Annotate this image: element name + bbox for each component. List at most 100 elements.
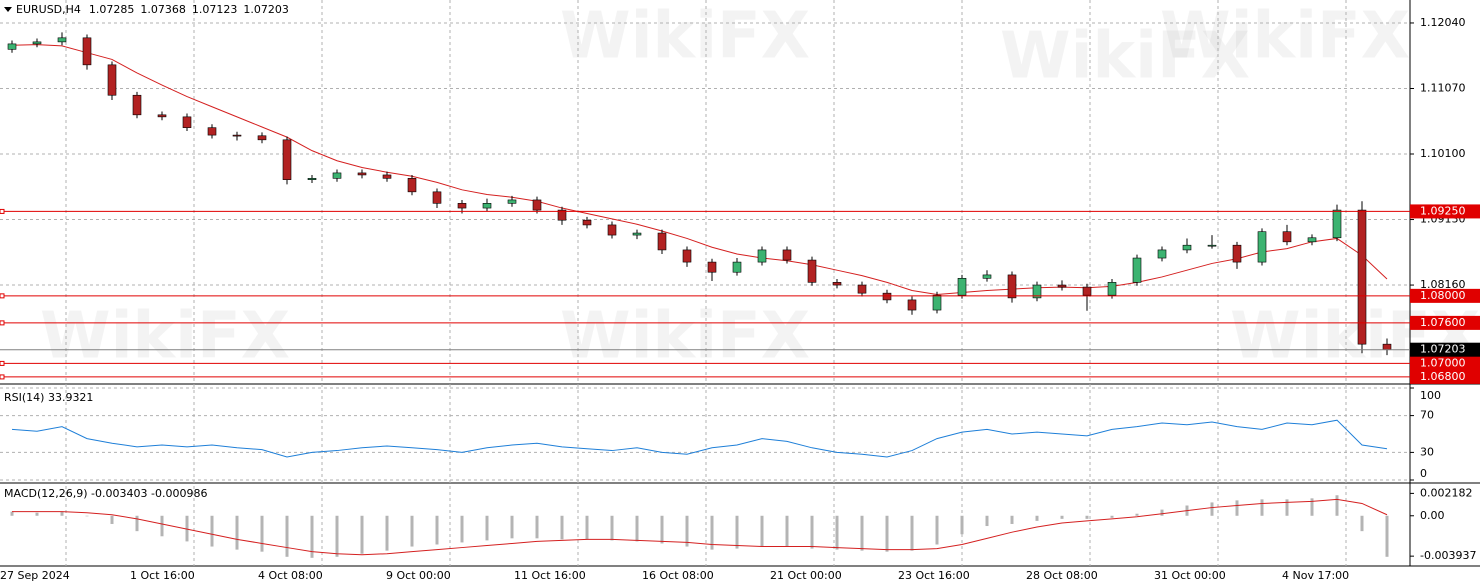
candle-body <box>707 261 717 273</box>
watermark: WikiFX <box>40 300 290 374</box>
histogram-bar <box>1385 515 1389 557</box>
candle-body <box>1332 209 1342 239</box>
histogram-bar <box>1035 515 1039 521</box>
candle-body <box>457 203 467 209</box>
level-label: 1.07000 <box>1420 356 1466 369</box>
candle-body <box>57 37 67 43</box>
current-price-label: 1.07203 <box>1420 343 1466 356</box>
candle-body <box>432 191 442 204</box>
level-label-box <box>1410 288 1480 303</box>
x-tick-label: 23 Oct 16:00 <box>898 569 970 582</box>
histogram-bar <box>860 515 864 551</box>
rsi-title: RSI(14) 33.9321 <box>4 391 93 404</box>
candle-body <box>132 94 142 116</box>
candle-body <box>1182 244 1192 251</box>
histogram-bar <box>1010 515 1014 524</box>
candle-body <box>1232 244 1242 263</box>
x-tick-label: 11 Oct 16:00 <box>514 569 586 582</box>
histogram-bar <box>1360 515 1364 532</box>
candle-body <box>407 178 417 193</box>
histogram-bar <box>885 515 889 552</box>
level-label: 1.07600 <box>1420 316 1466 329</box>
x-tick-label: 9 Oct 00:00 <box>386 569 451 582</box>
candle-body <box>257 135 267 141</box>
candle-body <box>332 172 342 179</box>
watermark: WikiFX <box>1160 0 1410 74</box>
candle-body <box>1357 209 1367 345</box>
candle-body <box>357 172 367 176</box>
candle-body <box>757 249 767 263</box>
candle-body <box>1032 284 1042 299</box>
candle-body <box>207 127 217 136</box>
candle-body <box>657 232 667 251</box>
histogram-bar <box>710 515 714 550</box>
candle-body <box>882 292 892 301</box>
level-marker <box>0 208 5 214</box>
candle-body <box>1207 244 1217 247</box>
histogram-bar <box>610 515 614 541</box>
histogram-bar <box>1235 500 1239 516</box>
y-tick-label: 1.08160 <box>1420 278 1466 291</box>
histogram-bar <box>1210 502 1214 516</box>
candle-body <box>1057 284 1067 288</box>
histogram-bar <box>1160 509 1164 516</box>
candle-body <box>832 282 842 286</box>
level-label: 1.08000 <box>1420 289 1466 302</box>
level-label-box <box>1410 315 1480 330</box>
histogram-bar <box>210 515 214 547</box>
y-tick-label: 1.12040 <box>1420 16 1466 29</box>
x-tick-label: 28 Oct 08:00 <box>1026 569 1098 582</box>
histogram-bar <box>1260 499 1264 516</box>
histogram-bar <box>760 515 764 547</box>
candle-body <box>557 209 567 221</box>
histogram-bar <box>810 515 814 549</box>
x-tick-label: 1 Oct 16:00 <box>130 569 195 582</box>
macd-title: MACD(12,26,9) -0.003403 -0.000986 <box>4 487 207 500</box>
histogram-bar <box>435 515 439 545</box>
candle-body <box>607 224 617 236</box>
histogram-bar <box>510 515 514 539</box>
y-tick-label: 70 <box>1420 409 1434 422</box>
x-tick-label: 27 Sep 2024 <box>0 569 70 582</box>
histogram-bar <box>85 515 89 517</box>
level-marker <box>0 360 5 366</box>
candle-body <box>1107 282 1117 296</box>
candle-body <box>582 219 592 226</box>
candle-body <box>157 114 167 118</box>
level-label: 1.09250 <box>1420 204 1466 217</box>
histogram-bar <box>310 515 314 558</box>
histogram-bar <box>185 515 189 542</box>
candle-body <box>682 249 692 263</box>
open: 1.07285 <box>89 3 135 16</box>
watermark: WikiFX <box>560 300 810 374</box>
watermark: WikiFX <box>560 0 810 74</box>
candle-body <box>307 178 317 180</box>
candle-body <box>732 261 742 273</box>
histogram-bar <box>560 515 564 540</box>
candle-body <box>1257 231 1267 263</box>
candle-body <box>7 43 17 50</box>
y-tick-label: 0.002182 <box>1420 486 1473 499</box>
candle-body <box>957 277 967 296</box>
histogram-bar <box>1335 495 1339 516</box>
histogram-bar <box>1060 515 1064 519</box>
level-marker <box>0 293 5 299</box>
histogram-bar <box>135 515 139 532</box>
chart-header: EURUSD,H4 1.07285 1.07368 1.07123 1.07203 <box>16 3 289 16</box>
histogram-bar <box>285 515 289 557</box>
histogram-bar <box>235 515 239 550</box>
candle-body <box>232 134 242 137</box>
candle-body <box>932 294 942 311</box>
candle-body <box>807 259 817 283</box>
histogram-bar <box>160 515 164 537</box>
histogram-bar <box>60 511 64 516</box>
moving-average <box>11 44 1388 296</box>
candle-body <box>632 232 642 236</box>
candle-body <box>782 249 792 261</box>
y-tick-label: 30 <box>1420 445 1434 458</box>
histogram-bar <box>660 515 664 544</box>
level-label-box <box>1410 356 1480 371</box>
histogram-bar <box>460 515 464 543</box>
